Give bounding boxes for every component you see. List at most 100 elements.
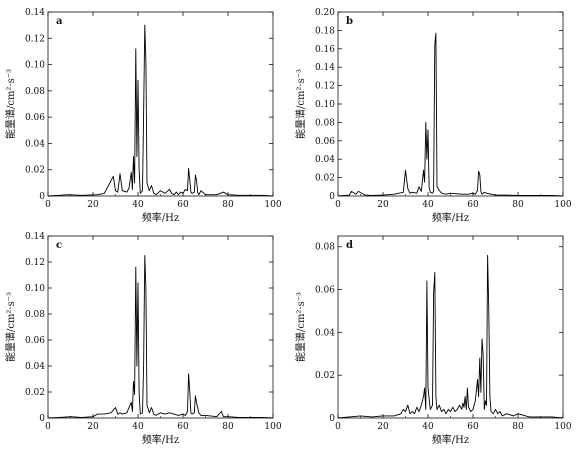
data-point [155,194,157,195]
data-point [185,189,186,190]
data-point [506,194,508,196]
data-point [443,409,445,410]
x-tick-label: 80 [512,422,524,432]
data-point [136,156,138,157]
data-point [146,404,148,406]
data-point [551,416,553,418]
data-point [435,32,437,34]
y-tick-label: 0.12 [315,82,335,92]
data-point [131,402,132,403]
data-point [488,310,490,312]
series-line [337,32,564,197]
y-tick-label: 0.06 [315,286,335,296]
data-point [439,404,440,406]
data-point [562,417,564,419]
data-point [439,190,440,191]
data-point [434,272,436,273]
data-point [189,391,191,393]
data-point [358,191,359,192]
data-point [227,194,229,195]
data-point [149,412,150,414]
data-point [151,185,152,186]
data-point [190,191,192,193]
data-point [482,353,484,355]
data-point [59,195,60,196]
data-point [405,411,406,412]
x-tick-label: 100 [264,422,281,432]
data-point [484,192,485,193]
data-point [467,387,468,389]
data-point [394,193,395,195]
data-point [122,190,123,191]
data-point [394,415,395,417]
data-point [462,402,464,404]
data-point [423,169,424,171]
data-point [133,156,134,157]
data-point [495,194,496,196]
data-point [144,24,146,26]
data-point [430,192,431,193]
data-point [169,189,170,190]
data-point [403,192,404,193]
data-point [126,412,128,414]
data-point [479,357,481,359]
data-point [205,415,206,416]
data-point [221,411,222,412]
data-point [412,192,413,193]
data-point [261,417,263,418]
data-point [134,182,135,184]
data-point [144,255,146,256]
data-point [430,409,431,410]
data-point [407,188,409,189]
data-point [452,407,454,408]
data-point [493,413,494,415]
data-point [475,400,476,402]
y-tick-label: 0.04 [25,362,45,372]
x-tick-label: 40 [422,422,434,432]
data-point [450,192,451,194]
data-point [434,43,436,45]
data-point [138,169,140,170]
data-point [360,415,361,417]
data-point [250,417,251,418]
data-point [400,413,402,415]
x-tick-label: 100 [554,200,571,210]
data-point [457,409,458,410]
data-point [216,416,218,418]
data-point [478,170,479,172]
data-point [349,416,350,418]
data-point [427,387,429,389]
plot-frame [47,11,274,197]
series-line [47,24,274,197]
data-point [142,190,143,191]
x-tick-label: 60 [467,200,479,210]
data-point [540,416,541,418]
y-tick-label: 0.12 [25,258,45,268]
data-point [195,174,196,176]
x-tick-label: 40 [132,200,144,210]
data-point [250,195,251,196]
data-point [81,417,83,418]
data-point [403,409,404,410]
data-point [104,193,105,194]
y-tick-label: 0 [329,192,335,202]
data-point [486,404,487,406]
data-point [540,195,541,196]
data-point [497,413,499,415]
data-point [486,192,487,194]
data-point [97,194,98,195]
x-tick-label: 60 [467,422,479,432]
data-point [433,293,434,295]
data-point [198,412,200,414]
data-point [205,194,206,195]
data-point [470,411,472,412]
data-point [239,195,240,196]
data-point [160,190,161,191]
x-tick-label: 20 [377,200,389,210]
x-tick-label: 0 [335,422,341,432]
data-point [135,266,137,268]
y-tick-label: 0.06 [25,113,45,123]
data-point [190,412,192,414]
data-point [480,191,482,192]
data-point [135,48,137,50]
